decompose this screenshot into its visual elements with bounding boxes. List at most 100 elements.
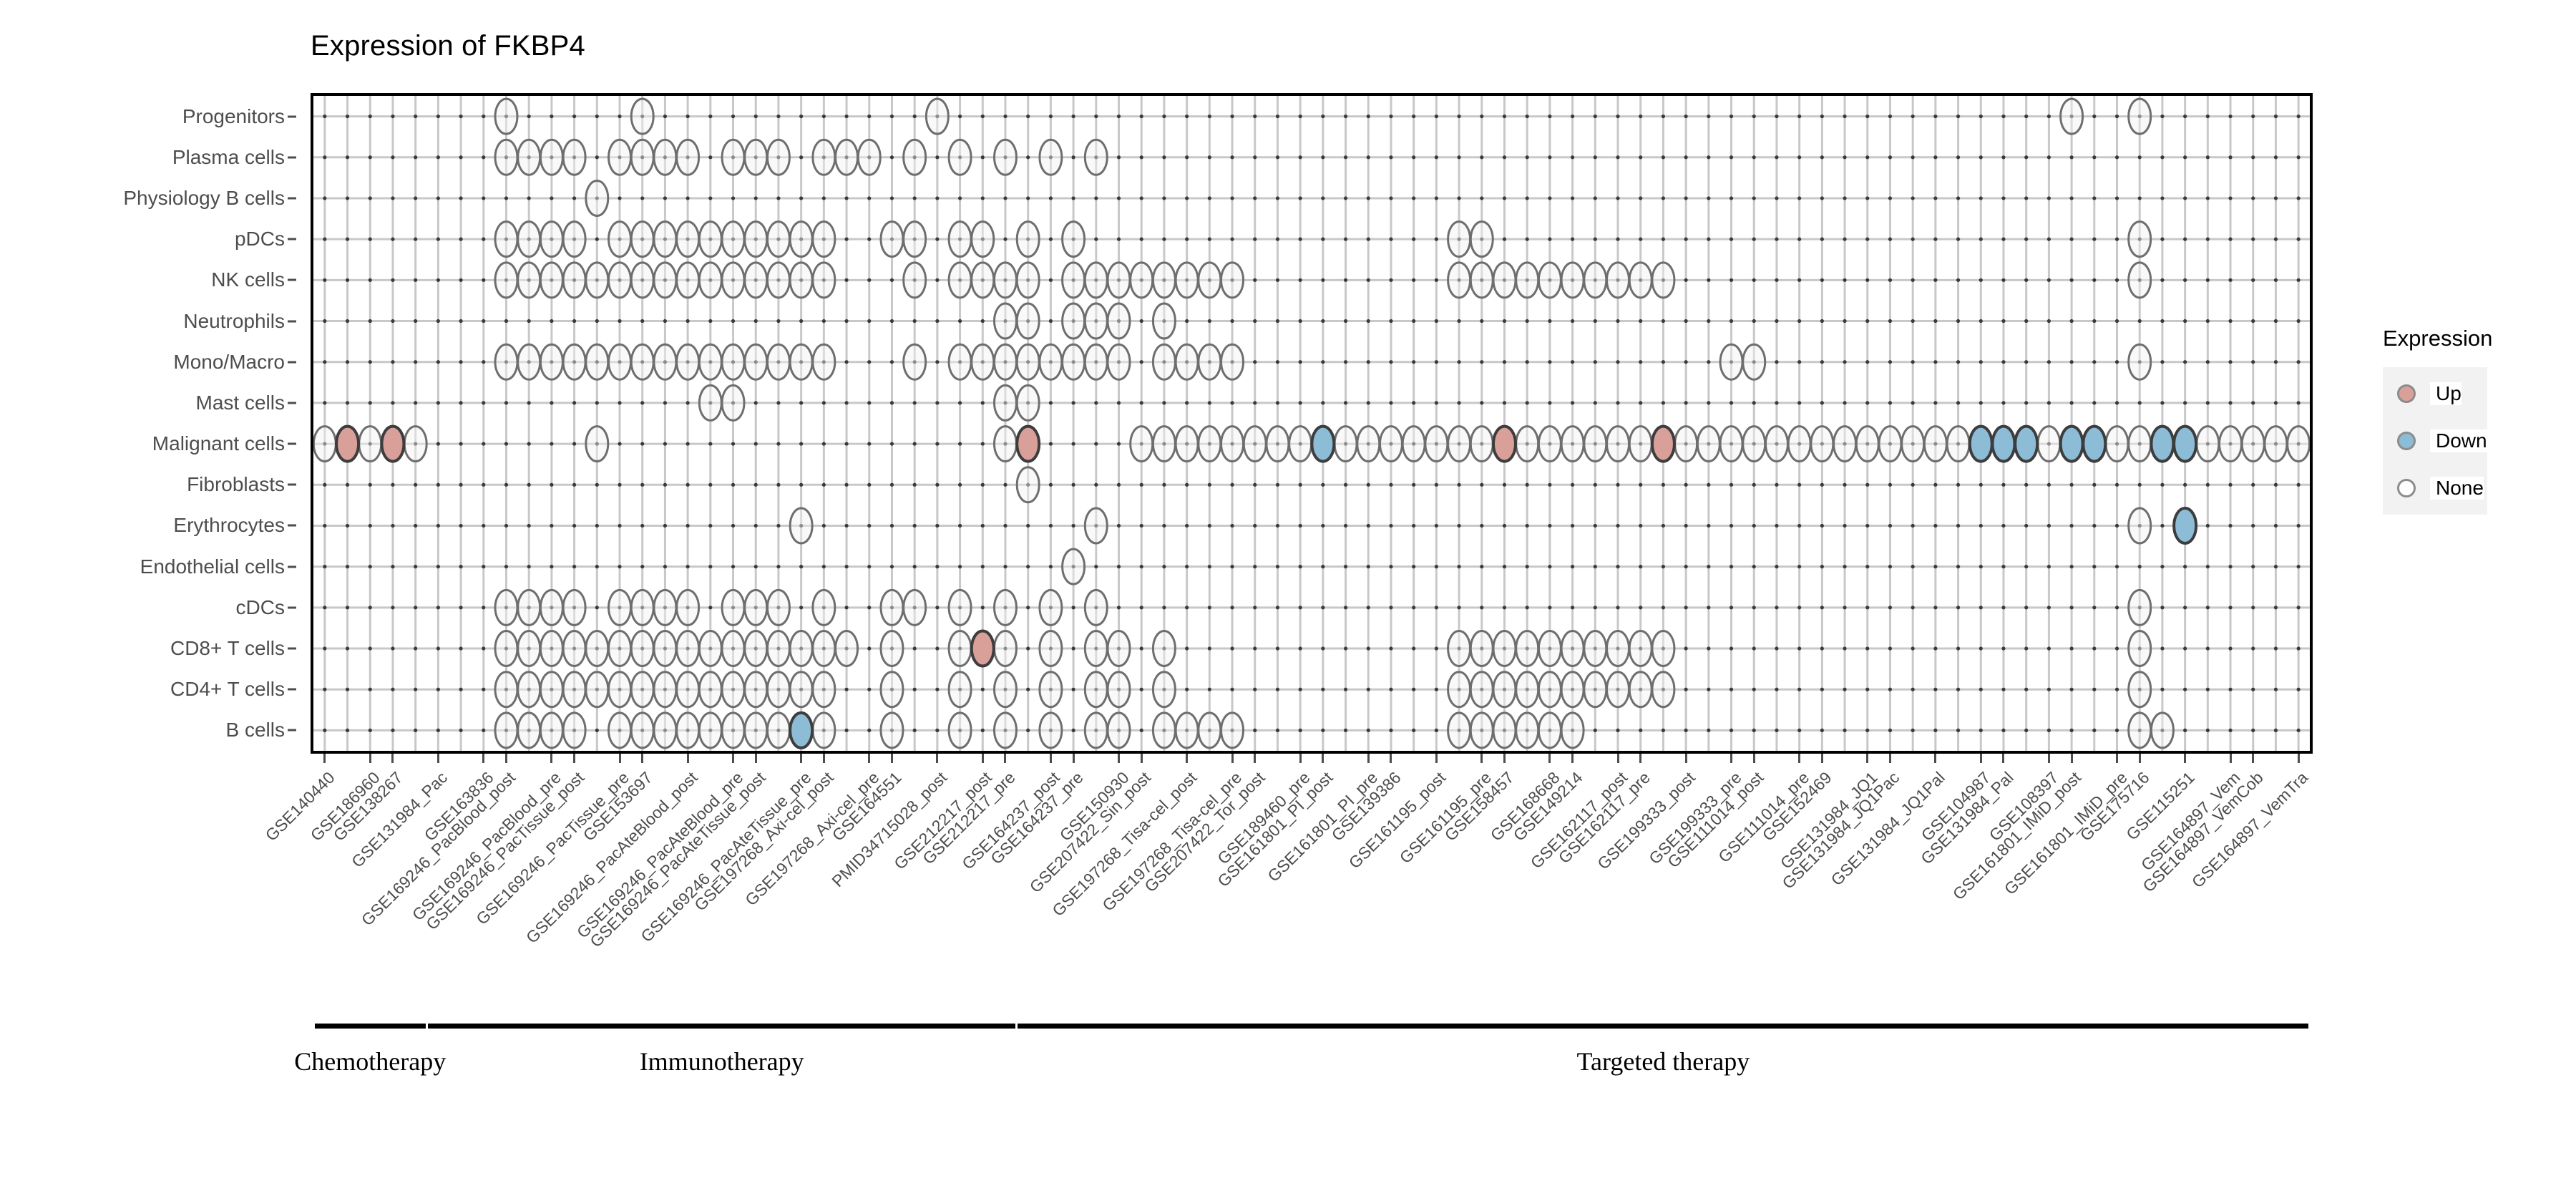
y-axis-tick [288,565,296,568]
x-axis-tick [1390,754,1392,763]
x-axis-tick [1866,754,1869,763]
legend-swatch [2383,479,2430,497]
x-axis-labels: GSE140440 GSE186960 GSE138267 GSE131984_Pac… [0,764,2576,1007]
x-axis-tick [618,754,621,763]
legend-swatch [2383,384,2430,403]
x-axis-tick [686,754,689,763]
y-axis-label: CD8+ T cells [170,637,285,660]
x-axis-tick [1571,754,1574,763]
y-axis-tick [288,197,296,200]
grid-layer [313,96,2310,751]
y-axis-label: Mono/Macro [173,350,285,373]
x-axis-tick [868,754,871,763]
y-axis-tick [288,156,296,159]
y-axis-tick [288,483,296,486]
x-axis-tick [936,754,939,763]
x-axis-tick [1072,754,1075,763]
y-axis-label: cDCs [235,596,285,618]
x-axis-tick [890,754,893,763]
x-axis-tick [2047,754,2050,763]
x-axis-tick [1730,754,1733,763]
x-axis-tick [822,754,825,763]
page-title: Expression of FKBP4 [311,30,585,62]
legend-row[interactable]: None [2383,465,2487,512]
x-axis-tick [1254,754,1257,763]
group-bracket-line [428,1024,1016,1029]
x-axis-tick [1299,754,1302,763]
y-axis-tick [288,320,296,323]
x-axis-ticks [311,754,2313,764]
x-axis-tick [1004,754,1007,763]
y-axis-label: Plasma cells [172,145,285,168]
x-axis-tick [1684,754,1687,763]
y-axis-label: Physiology B cells [123,186,285,209]
y-axis-tick [288,688,296,691]
legend-dot-none [2397,479,2416,497]
y-axis-tick [288,606,296,609]
y-axis-tick [288,238,296,240]
legend-dot-up [2397,384,2416,403]
x-axis-tick [1140,754,1143,763]
x-axis-tick [1367,754,1370,763]
y-axis-tick [288,524,296,527]
x-axis-tick [1548,754,1551,763]
y-axis-tick [288,402,296,404]
legend-row[interactable]: Down [2383,417,2487,465]
y-axis-tick [288,278,296,281]
x-axis-tick [1820,754,1823,763]
x-axis-tick [482,754,485,763]
x-axis-tick [550,754,553,763]
x-axis-tick [732,754,735,763]
x-axis-tick [1186,754,1189,763]
y-axis-label: NK cells [211,268,285,291]
x-axis-tick [1752,754,1755,763]
x-axis-tick [754,754,757,763]
group-label: Targeted therapy [1576,1047,1750,1076]
legend-items: Up Down None [2383,367,2487,515]
y-axis-tick [288,647,296,650]
y-axis-label: Mast cells [195,391,285,414]
x-axis-tick [2252,754,2255,763]
y-axis-tick [288,729,296,732]
x-axis-tick [2070,754,2073,763]
x-axis-tick [2002,754,2005,763]
y-axis-label: Fibroblasts [187,473,285,496]
y-axis-label: pDCs [234,228,285,251]
x-axis-tick [1480,754,1483,763]
y-axis-label: Erythrocytes [173,514,285,537]
y-axis-label: CD4+ T cells [170,678,285,701]
x-axis-tick [2116,754,2118,763]
x-axis-tick [436,754,439,763]
y-axis-tick [288,115,296,118]
x-axis-tick [1979,754,1982,763]
x-axis-tick [369,754,371,763]
x-axis-tick [2297,754,2300,763]
x-axis-tick [981,754,984,763]
legend-title: Expression [2383,326,2493,351]
x-axis-tick [391,754,394,763]
x-axis-tick [800,754,803,763]
x-axis-tick [641,754,644,763]
y-axis-label: Endothelial cells [140,555,285,578]
group-label: Chemotherapy [294,1047,447,1076]
y-axis-tick [288,442,296,445]
x-axis-tick [2138,754,2141,763]
x-axis-tick [1322,754,1324,763]
legend-dot-down [2397,432,2416,450]
x-axis-tick [1888,754,1891,763]
x-axis-tick [323,754,326,763]
legend-row[interactable]: Up [2383,370,2487,417]
y-axis-tick [288,361,296,364]
x-axis-tick [2229,754,2232,763]
plot-panel [311,93,2313,754]
x-axis-tick [504,754,507,763]
y-axis-label: Neutrophils [183,309,285,332]
x-axis-tick [1616,754,1619,763]
x-axis-tick [573,754,576,763]
x-axis-tick [1934,754,1937,763]
y-axis: Progenitors Plasma cells Physiology B cell… [0,93,301,754]
legend: Expression Up Down None [2383,326,2569,515]
x-axis-tick [1639,754,1642,763]
x-axis-tick [1503,754,1506,763]
